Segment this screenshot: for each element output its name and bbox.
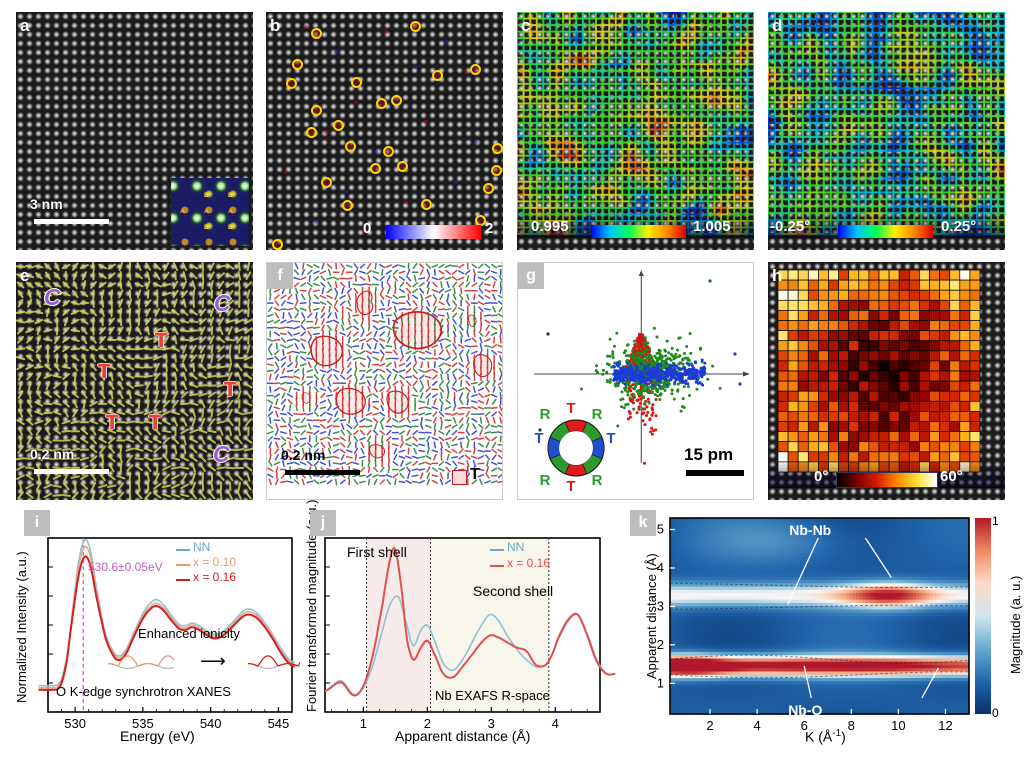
svg-text:B: B bbox=[204, 224, 209, 231]
svg-text:B: B bbox=[228, 224, 233, 231]
svg-text:A: A bbox=[204, 208, 209, 215]
svg-text:A: A bbox=[180, 208, 185, 215]
svg-text:A: A bbox=[228, 208, 233, 215]
svg-text:B: B bbox=[204, 192, 209, 199]
svg-text:B: B bbox=[228, 192, 233, 199]
